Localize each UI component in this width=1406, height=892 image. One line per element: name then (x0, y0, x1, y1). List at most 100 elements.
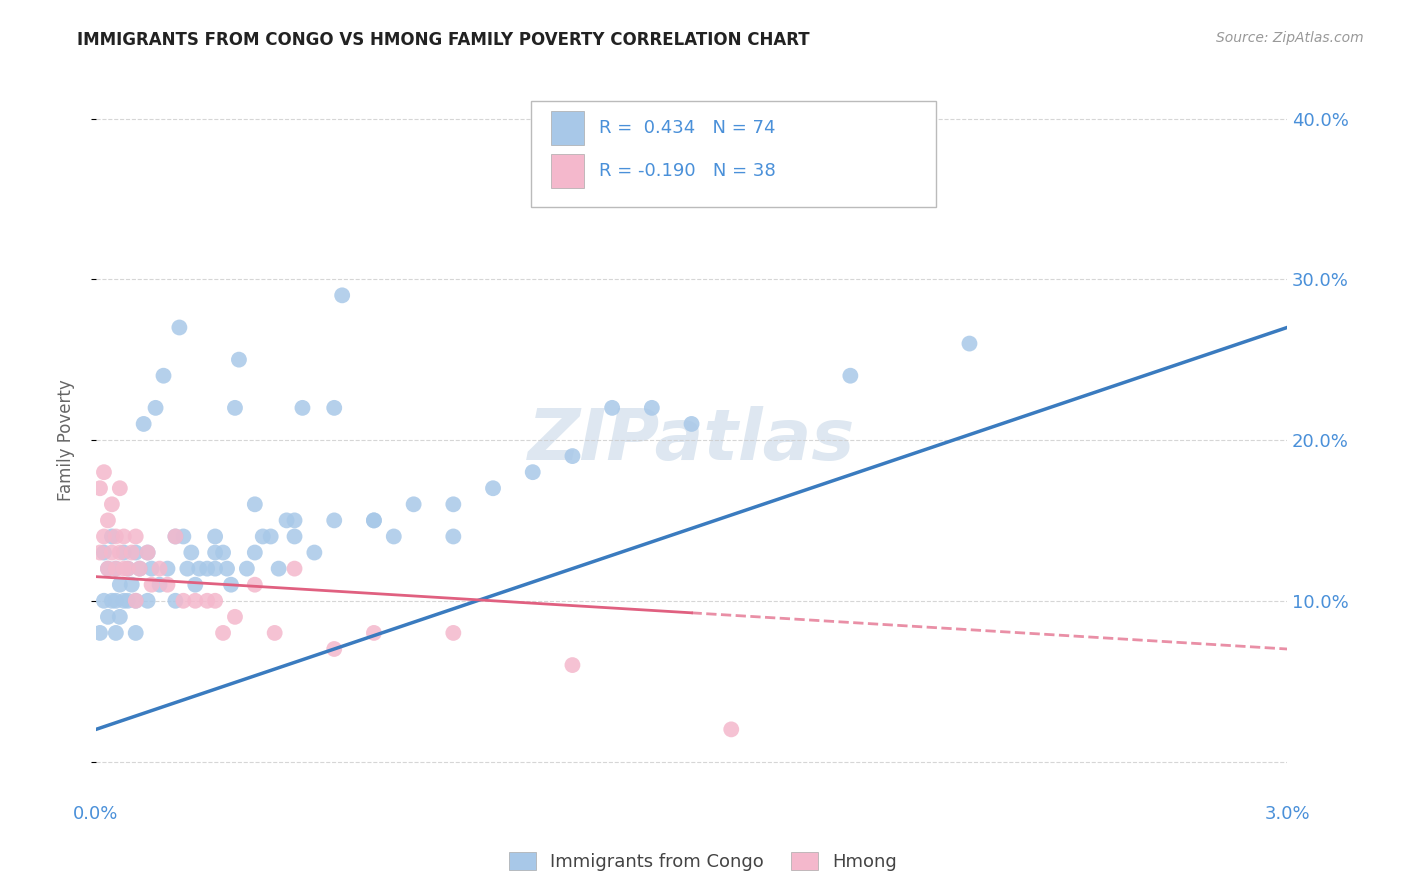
Point (101, 545, 124, 559)
Point (108, 610, 131, 624)
Point (169, 320, 191, 334)
Point (101, 529, 124, 543)
Point (959, 336, 981, 351)
Point (323, 513, 346, 527)
Point (97, 561, 120, 575)
Point (104, 561, 127, 575)
Y-axis label: Family Poverty: Family Poverty (58, 379, 75, 501)
Point (188, 561, 211, 575)
Point (112, 561, 135, 575)
Point (136, 545, 159, 559)
Point (141, 577, 163, 591)
FancyBboxPatch shape (551, 112, 585, 145)
Point (839, 368, 862, 383)
Point (224, 401, 246, 415)
Point (112, 545, 135, 559)
Point (104, 626, 127, 640)
FancyBboxPatch shape (551, 153, 585, 187)
Point (224, 610, 246, 624)
Point (104, 594, 127, 608)
Point (148, 577, 170, 591)
Legend: Immigrants from Congo, Hmong: Immigrants from Congo, Hmong (502, 845, 904, 879)
Point (145, 401, 167, 415)
Point (172, 594, 194, 608)
Point (132, 417, 155, 431)
Point (363, 513, 385, 527)
Point (176, 561, 198, 575)
Point (720, 723, 742, 737)
Point (204, 561, 226, 575)
Point (363, 513, 385, 527)
Text: IMMIGRANTS FROM CONGO VS HMONG FAMILY POVERTY CORRELATION CHART: IMMIGRANTS FROM CONGO VS HMONG FAMILY PO… (77, 31, 810, 49)
Point (283, 529, 305, 543)
Point (600, 401, 623, 415)
Point (291, 401, 314, 415)
Point (125, 594, 148, 608)
Point (93, 545, 115, 559)
Point (101, 594, 124, 608)
Point (112, 529, 135, 543)
Point (441, 529, 464, 543)
Point (323, 401, 346, 415)
Point (165, 594, 187, 608)
Text: R =  0.434   N = 74: R = 0.434 N = 74 (599, 120, 775, 137)
Point (136, 594, 159, 608)
Point (108, 577, 131, 591)
Point (304, 545, 326, 559)
Text: ZIPatlas: ZIPatlas (527, 406, 855, 475)
Point (128, 561, 150, 575)
Point (243, 497, 266, 511)
Point (121, 545, 143, 559)
Point (236, 561, 259, 575)
Point (522, 465, 544, 479)
FancyBboxPatch shape (530, 101, 936, 207)
Point (204, 545, 226, 559)
Point (97, 513, 120, 527)
Point (441, 497, 464, 511)
Point (125, 626, 148, 640)
Point (93, 465, 115, 479)
Point (260, 529, 283, 543)
Point (330, 288, 353, 302)
Point (212, 545, 235, 559)
Point (93, 594, 115, 608)
Point (148, 561, 170, 575)
Point (212, 626, 235, 640)
Point (89, 481, 111, 495)
Point (108, 545, 131, 559)
Text: Source: ZipAtlas.com: Source: ZipAtlas.com (1216, 31, 1364, 45)
Point (204, 594, 226, 608)
Point (104, 561, 127, 575)
Point (125, 594, 148, 608)
Point (263, 626, 285, 640)
Point (156, 577, 179, 591)
Point (283, 561, 305, 575)
Point (117, 594, 139, 608)
Point (165, 529, 187, 543)
Point (561, 658, 583, 673)
Point (363, 626, 385, 640)
Point (195, 594, 218, 608)
Point (136, 545, 159, 559)
Point (128, 561, 150, 575)
Point (156, 561, 179, 575)
Point (283, 513, 305, 527)
Point (165, 529, 187, 543)
Point (243, 545, 266, 559)
Point (252, 529, 274, 543)
Point (141, 561, 163, 575)
Point (184, 594, 207, 608)
Point (382, 529, 405, 543)
Point (228, 352, 250, 367)
Point (172, 529, 194, 543)
Point (184, 577, 207, 591)
Point (125, 529, 148, 543)
Point (267, 561, 290, 575)
Point (441, 626, 464, 640)
Point (204, 529, 226, 543)
Point (89, 626, 111, 640)
Point (104, 529, 127, 543)
Point (117, 561, 139, 575)
Point (152, 368, 174, 383)
Point (219, 577, 242, 591)
